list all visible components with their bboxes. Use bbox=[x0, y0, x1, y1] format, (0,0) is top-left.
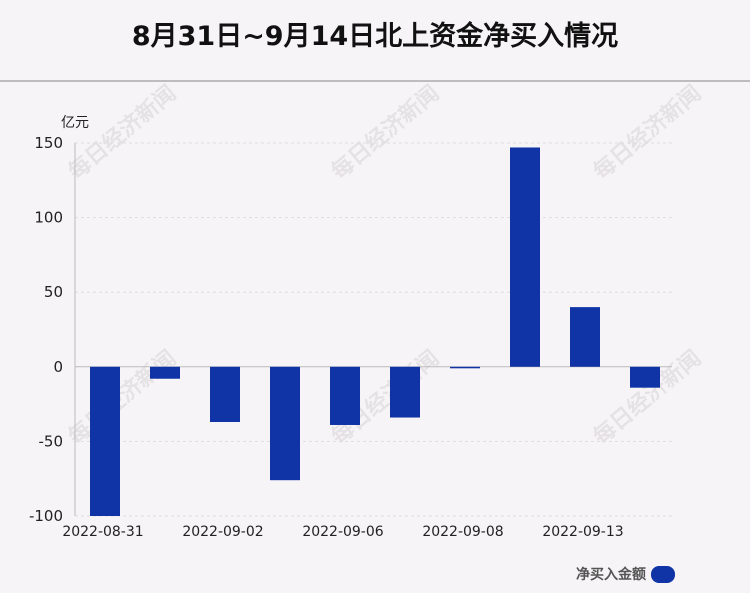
bar bbox=[150, 366, 180, 379]
x-tick-label: 2022-09-02 bbox=[182, 524, 263, 540]
x-tick-label: 2022-08-31 bbox=[62, 524, 143, 540]
bar bbox=[510, 147, 540, 367]
legend: 净买入金额 bbox=[576, 564, 675, 584]
bar bbox=[330, 366, 360, 425]
bar bbox=[270, 366, 300, 481]
y-tick-label: 50 bbox=[44, 283, 63, 301]
y-axis-unit: 亿元 bbox=[61, 115, 89, 131]
legend-label: 净买入金额 bbox=[576, 567, 646, 583]
y-tick-label: 150 bbox=[34, 134, 63, 152]
bar bbox=[210, 366, 240, 423]
y-tick-label: 0 bbox=[53, 358, 63, 376]
legend-swatch bbox=[651, 565, 675, 583]
title-divider bbox=[0, 80, 750, 82]
x-tick-label: 2022-09-08 bbox=[422, 524, 503, 540]
bar bbox=[390, 366, 420, 418]
bar bbox=[450, 366, 480, 369]
y-tick-label: -50 bbox=[39, 432, 64, 450]
bar bbox=[630, 366, 660, 388]
bar bbox=[90, 366, 120, 516]
chart-title: 8月31日~9月14日北上资金净买入情况 bbox=[131, 21, 619, 52]
x-tick-label: 2022-09-13 bbox=[542, 524, 623, 540]
y-tick-label: -100 bbox=[29, 507, 63, 525]
bar bbox=[570, 307, 600, 367]
y-tick-label: 100 bbox=[34, 209, 63, 227]
x-tick-label: 2022-09-06 bbox=[302, 524, 383, 540]
